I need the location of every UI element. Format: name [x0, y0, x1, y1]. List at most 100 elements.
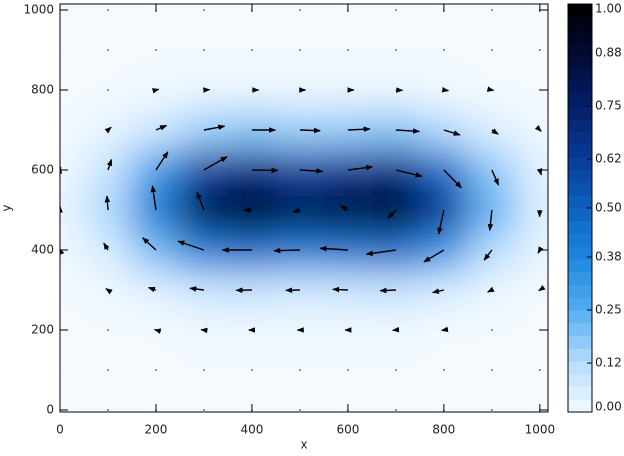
- heat-cell: [324, 0, 373, 31]
- arrow: [444, 90, 449, 91]
- heat-cell: [132, 230, 181, 271]
- colorbar-tick-label: 1.00: [595, 2, 622, 16]
- colorbar-step: [568, 4, 592, 17]
- arrow: [274, 250, 300, 251]
- heat-cell: [516, 30, 565, 71]
- arrow: [539, 369, 540, 370]
- heat-cell: [324, 190, 373, 231]
- arrow: [347, 49, 348, 50]
- heat-cell: [180, 390, 229, 431]
- colorbar-tick-label: 0.25: [595, 303, 622, 317]
- heat-cell: [420, 30, 469, 71]
- colorbar-step: [568, 259, 592, 272]
- colorbar-step: [568, 234, 592, 247]
- heat-cell: [228, 310, 277, 351]
- heat-cell: [276, 390, 325, 431]
- colorbar-step: [568, 81, 592, 94]
- heat-cell: [228, 30, 277, 71]
- arrow: [491, 369, 492, 370]
- colorbar-tick-label: 0.38: [595, 249, 622, 263]
- colorbar-tick-label: 0.00: [595, 400, 622, 414]
- arrow: [539, 290, 540, 291]
- arrow: [107, 49, 108, 50]
- heat-cell: [228, 350, 277, 391]
- arrow: [155, 369, 156, 370]
- heat-cell: [132, 310, 181, 351]
- colorbar-step: [568, 144, 592, 157]
- arrow: [443, 369, 444, 370]
- heat-cell: [468, 310, 517, 351]
- heat-cell: [84, 150, 133, 191]
- colorbar-tick-label: 0.75: [595, 99, 622, 113]
- y-tick-label: 0: [46, 403, 54, 417]
- arrow: [491, 409, 492, 410]
- colorbar-step: [568, 183, 592, 196]
- arrow: [107, 329, 108, 330]
- colorbar-step: [568, 208, 592, 221]
- heat-cell: [324, 350, 373, 391]
- colorbar-tick-label: 0.12: [595, 356, 622, 370]
- colorbar-step: [568, 30, 592, 43]
- arrow: [299, 9, 300, 10]
- arrow: [395, 9, 396, 10]
- arrow: [251, 49, 252, 50]
- heat-cell: [516, 270, 565, 311]
- heat-cell: [372, 230, 421, 271]
- heat-cell: [468, 350, 517, 391]
- heat-cell: [180, 190, 229, 231]
- heat-cell: [132, 270, 181, 311]
- colorbar-step: [568, 119, 592, 132]
- heat-cell: [132, 150, 181, 191]
- heat-cell: [324, 230, 373, 271]
- heat-cell: [468, 230, 517, 271]
- x-tick-label: 800: [432, 423, 455, 437]
- heat-cell: [420, 270, 469, 311]
- heatmap: [36, 0, 565, 431]
- y-tick-label: 800: [31, 83, 54, 97]
- arrow: [203, 49, 204, 50]
- heat-cell: [84, 350, 133, 391]
- arrow: [203, 9, 204, 10]
- heat-cell: [84, 70, 133, 111]
- heat-cell: [420, 310, 469, 351]
- y-tick-label: 600: [31, 163, 54, 177]
- heat-cell: [84, 270, 133, 311]
- arrow: [539, 49, 540, 50]
- x-tick-label: 400: [240, 423, 263, 437]
- colorbar-step: [568, 132, 592, 145]
- heat-cell: [84, 310, 133, 351]
- arrow: [156, 89, 159, 90]
- arrow: [251, 369, 252, 370]
- colorbar-step: [568, 374, 592, 387]
- heat-cell: [276, 0, 325, 31]
- heat-cell: [228, 190, 277, 231]
- x-tick-label: 200: [145, 423, 168, 437]
- arrow: [491, 329, 492, 330]
- arrow: [107, 89, 108, 90]
- colorbar-step: [568, 17, 592, 30]
- colorbar-step: [568, 246, 592, 259]
- colorbar-step: [568, 323, 592, 336]
- heat-cell: [132, 190, 181, 231]
- y-tick-label: 1000: [23, 3, 54, 17]
- colorbar-step: [568, 399, 592, 412]
- colorbar-step: [568, 42, 592, 55]
- heat-cell: [276, 350, 325, 391]
- arrow: [107, 409, 108, 410]
- heat-cell: [180, 350, 229, 391]
- colorbar-step: [568, 310, 592, 323]
- x-tick-label: 0: [56, 423, 64, 437]
- heat-cell: [276, 190, 325, 231]
- arrow: [203, 369, 204, 370]
- colorbar-step: [568, 221, 592, 234]
- x-tick-label: 1000: [525, 423, 556, 437]
- heat-cell: [180, 310, 229, 351]
- heat-cell: [372, 0, 421, 31]
- heat-cell: [420, 230, 469, 271]
- arrow: [443, 49, 444, 50]
- heat-cell: [276, 310, 325, 351]
- colorbar-step: [568, 348, 592, 361]
- heat-cell: [372, 270, 421, 311]
- heat-cell: [228, 270, 277, 311]
